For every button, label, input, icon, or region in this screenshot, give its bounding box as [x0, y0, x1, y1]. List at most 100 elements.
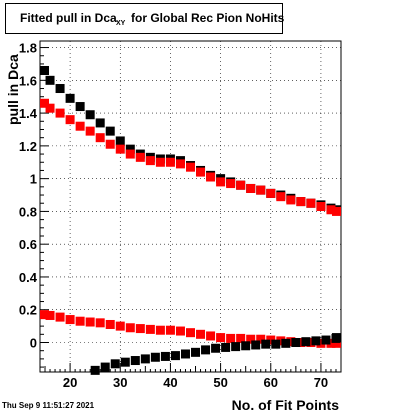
- series-0-point: [40, 65, 49, 75]
- series-3-point: [100, 362, 110, 372]
- series-2-point: [85, 317, 95, 327]
- series-3-point: [150, 352, 160, 362]
- series-0-point: [45, 75, 55, 85]
- y-tick-label: 0.2: [19, 303, 37, 318]
- grid-layer: [40, 41, 341, 372]
- series-0-point: [95, 118, 105, 128]
- series-1-point: [266, 188, 276, 198]
- chart-title: Fitted pull in Dca: [20, 11, 117, 25]
- tick-layer: 20 30 40 50 60 70 0 0.2 0.4 0.6 0.8 1 1.2 1.4 1.6 1.8: [19, 41, 342, 390]
- series-1-point: [95, 133, 105, 143]
- series-2-point: [332, 338, 341, 348]
- series-1-point: [55, 108, 65, 118]
- series-1-point: [145, 156, 155, 166]
- series-1-point: [85, 126, 95, 136]
- series-1-point: [246, 183, 256, 193]
- x-tick-label: 70: [314, 375, 328, 390]
- series-2-point: [266, 335, 276, 345]
- series-1-point: [135, 152, 145, 162]
- series-1-point: [286, 195, 296, 205]
- x-axis-label: No. of Fit Points: [232, 397, 340, 413]
- series-2-point: [45, 310, 55, 320]
- series-2-point: [316, 338, 326, 348]
- series-3-point: [301, 337, 311, 347]
- chart-title-subscript: XY: [116, 20, 126, 27]
- series-1-point: [186, 162, 195, 172]
- series-3-point: [241, 341, 251, 351]
- series-1-point: [316, 202, 326, 211]
- plot-frame: [39, 40, 342, 373]
- series-1-point: [196, 167, 206, 177]
- series-1-point: [155, 157, 165, 167]
- y-tick-label: 0: [30, 336, 37, 351]
- series-1-point: [296, 197, 306, 207]
- y-tick-label: 0.6: [19, 237, 37, 252]
- x-tick-label: 40: [163, 375, 177, 390]
- series-0-point: [55, 84, 65, 94]
- series-1-point: [236, 180, 246, 190]
- series-2-point: [196, 329, 206, 339]
- series-1-point: [326, 205, 336, 215]
- series-0-point: [125, 144, 135, 154]
- series-0-point: [75, 102, 85, 112]
- series-2-point: [40, 310, 49, 320]
- series-1-point: [105, 139, 115, 149]
- series-3-point: [110, 359, 120, 369]
- series-1-point: [206, 172, 216, 182]
- series-1-point: [165, 157, 175, 167]
- series-2-point: [175, 326, 185, 336]
- x-tick-label: 60: [264, 375, 278, 390]
- series-2-point: [95, 318, 105, 328]
- x-tick-label: 50: [213, 375, 227, 390]
- y-tick-label: 0.8: [19, 204, 37, 219]
- series-2-point: [246, 334, 256, 344]
- series-1-point: [115, 144, 125, 154]
- series-2-point: [306, 338, 316, 348]
- series-3-point: [201, 345, 211, 355]
- series-3-point: [191, 347, 201, 357]
- series-3-point: [221, 342, 231, 352]
- series-3-point: [291, 338, 301, 348]
- series-2-point: [286, 337, 296, 347]
- series-3-point: [332, 333, 341, 343]
- series-1-point: [256, 185, 266, 195]
- series-3-point: [120, 357, 130, 367]
- series-1-point: [75, 121, 85, 131]
- series-0-point: [115, 136, 125, 146]
- title-box: Fitted pull in Dca XY for Global Rec Pio…: [5, 3, 285, 34]
- series-3-point: [211, 343, 221, 353]
- series-2-point: [236, 333, 246, 343]
- series-1-point: [216, 177, 226, 187]
- series-2-point: [296, 338, 306, 348]
- data-layer: [40, 65, 341, 375]
- y-tick-label: 0.4: [19, 270, 38, 285]
- series-2-point: [206, 331, 216, 341]
- series-2-point: [135, 324, 145, 334]
- series-2-point: [216, 333, 226, 343]
- series-3-point: [251, 340, 261, 350]
- series-0-point: [85, 110, 95, 120]
- series-2-point: [125, 323, 135, 333]
- y-tick-label: 1.2: [19, 139, 37, 154]
- series-0-point: [105, 126, 115, 136]
- series-3-point: [261, 339, 271, 349]
- series-1-point: [40, 98, 49, 108]
- series-1-point: [65, 115, 75, 125]
- series-3-point: [160, 351, 170, 361]
- series-1-point: [226, 179, 236, 189]
- series-1-point: [306, 198, 316, 208]
- series-3-point: [130, 356, 140, 366]
- y-axis-label: pull in Dca: [5, 54, 21, 125]
- series-3-point: [170, 351, 180, 361]
- chart-title-rest: for Global Rec Pion NoHits: [131, 11, 285, 25]
- series-2-point: [115, 321, 125, 331]
- series-3-point: [180, 349, 190, 359]
- series-2-point: [165, 325, 175, 335]
- series-2-point: [55, 312, 65, 322]
- series-1-point: [276, 192, 286, 202]
- x-tick-label: 30: [113, 375, 127, 390]
- y-tick-label: 1.4: [19, 106, 38, 121]
- series-2-point: [145, 324, 155, 334]
- series-3-point: [231, 342, 241, 352]
